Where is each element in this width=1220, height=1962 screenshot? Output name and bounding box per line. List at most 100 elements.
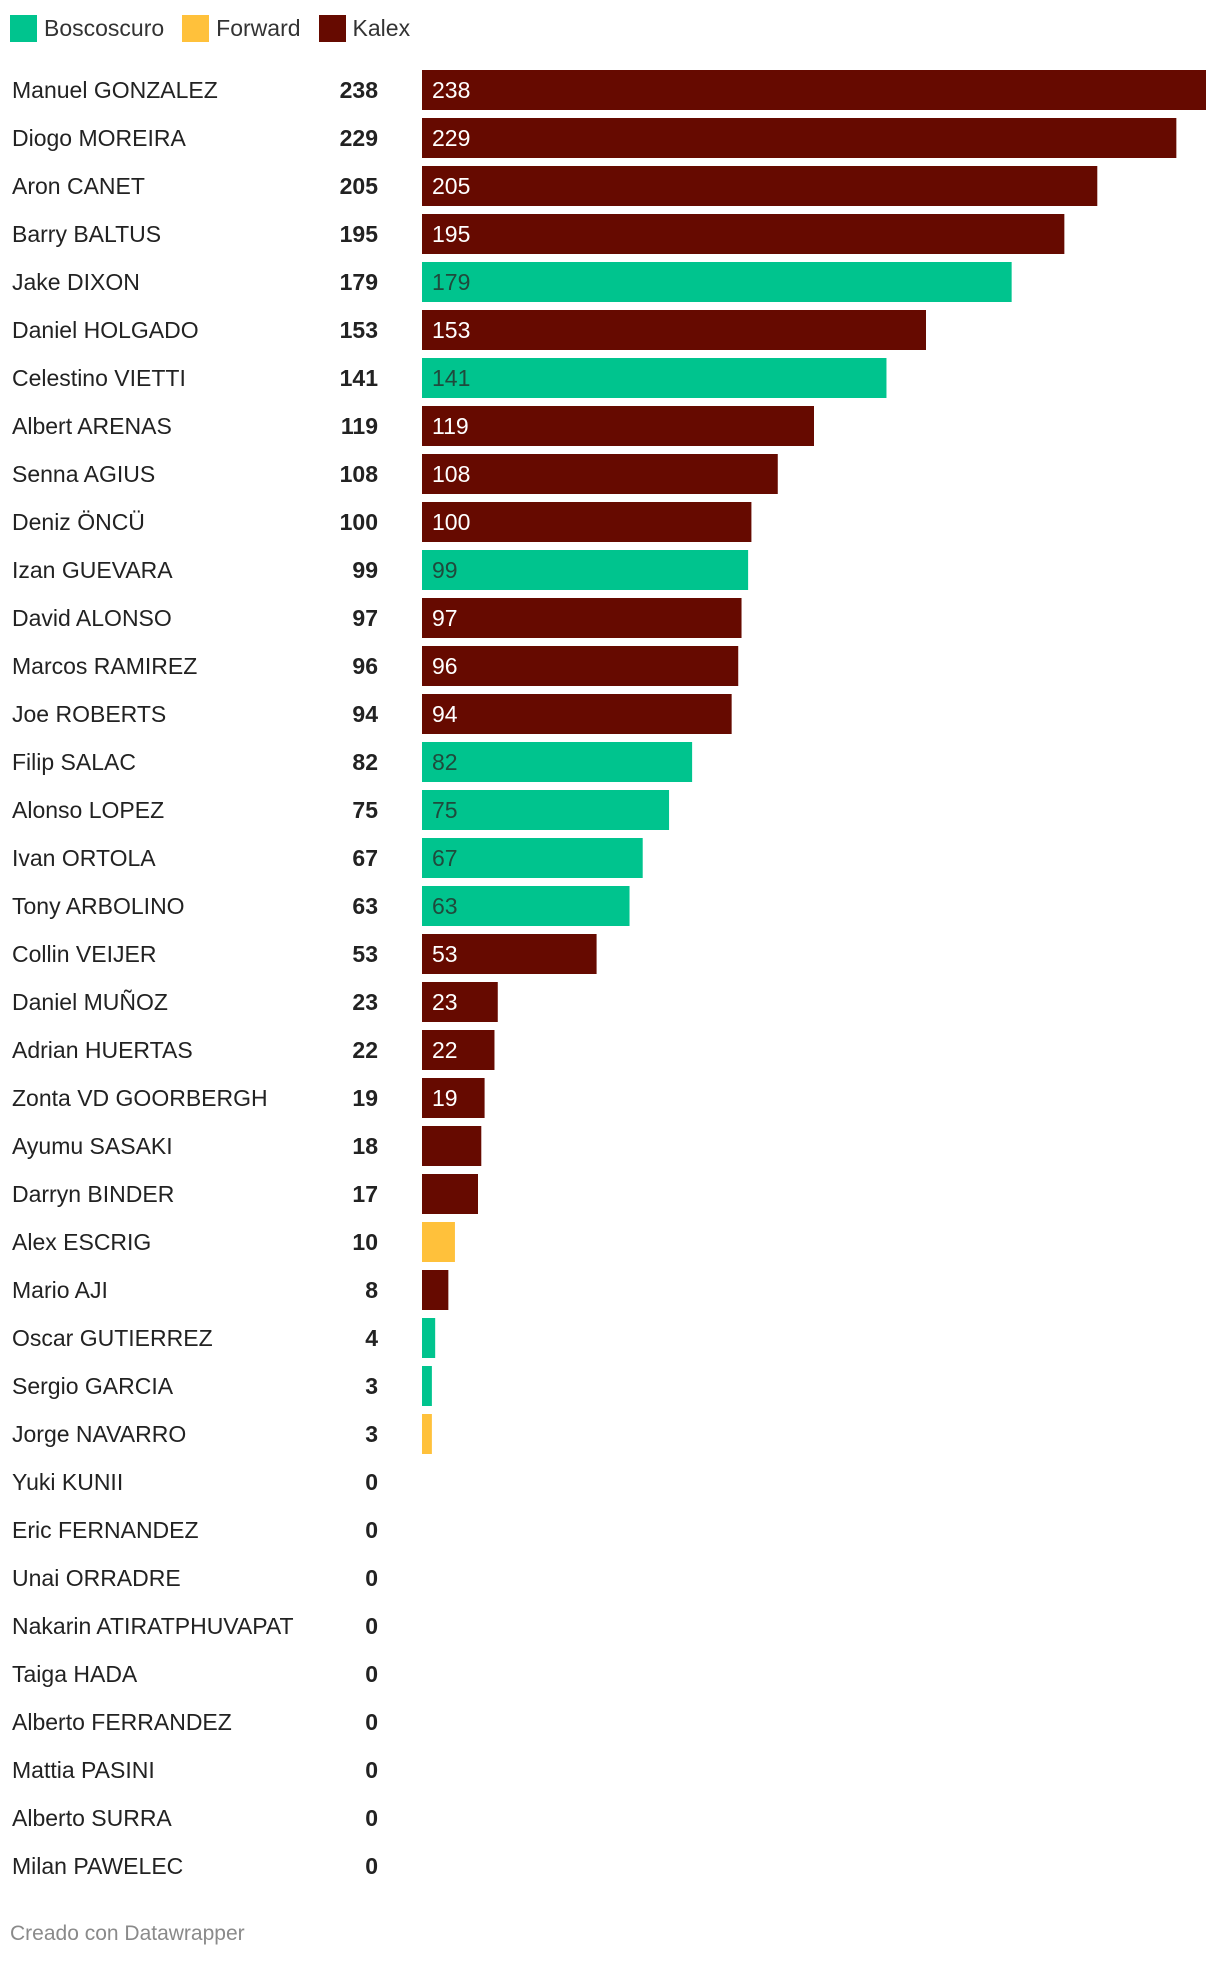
chart-row: Joe ROBERTS 94 94 xyxy=(12,694,732,734)
bar xyxy=(422,1126,482,1166)
points-value: 8 xyxy=(365,1277,378,1303)
bar xyxy=(422,1222,455,1262)
bar-value-label: 97 xyxy=(432,605,458,631)
bar xyxy=(422,214,1065,254)
rider-name: Darryn BINDER xyxy=(12,1181,174,1207)
bar-value-label: 82 xyxy=(432,749,458,775)
chart-row: Sergio GARCIA 3 xyxy=(12,1366,432,1406)
chart-row: Unai ORRADRE 0 xyxy=(12,1565,378,1591)
points-value: 17 xyxy=(352,1181,378,1207)
chart-row: Mario AJI 8 xyxy=(12,1270,449,1310)
rider-name: Tony ARBOLINO xyxy=(12,893,185,919)
points-value: 96 xyxy=(352,653,378,679)
bar-value-label: 23 xyxy=(432,989,458,1015)
bar xyxy=(422,310,926,350)
points-value: 97 xyxy=(352,605,378,631)
bar xyxy=(422,982,498,1022)
bar xyxy=(422,70,1206,110)
rider-name: Daniel MUÑOZ xyxy=(12,989,168,1015)
rider-name: Ivan ORTOLA xyxy=(12,845,156,871)
bar xyxy=(422,742,693,782)
chart-row: Deniz ÖNCÜ 100 100 xyxy=(12,502,752,542)
chart-row: Izan GUEVARA 99 99 xyxy=(12,550,749,590)
bar-value-label: 96 xyxy=(432,653,458,679)
chart-row: Milan PAWELEC 0 xyxy=(12,1853,378,1879)
rider-name: Diogo MOREIRA xyxy=(12,125,186,151)
bar xyxy=(422,886,630,926)
points-value: 18 xyxy=(352,1133,378,1159)
chart-row: Daniel MUÑOZ 23 23 xyxy=(12,982,498,1022)
points-value: 99 xyxy=(352,557,378,583)
rider-name: Nakarin ATIRATPHUVAPAT xyxy=(12,1613,294,1639)
chart-row: Adrian HUERTAS 22 22 xyxy=(12,1030,495,1070)
points-value: 63 xyxy=(352,893,378,919)
chart-row: Albert ARENAS 119 119 xyxy=(12,406,814,446)
chart-row: Alonso LOPEZ 75 75 xyxy=(12,790,670,830)
chart-row: Taiga HADA 0 xyxy=(12,1661,378,1687)
bar xyxy=(422,454,778,494)
bar-value-label: 153 xyxy=(432,317,470,343)
bar xyxy=(422,1318,436,1358)
bar xyxy=(422,646,739,686)
points-value: 108 xyxy=(340,461,379,487)
legend-label: Boscoscuro xyxy=(44,14,165,41)
bar xyxy=(422,406,814,446)
legend-item: Boscoscuro xyxy=(10,14,165,42)
chart-row: Diogo MOREIRA 229 229 xyxy=(12,118,1177,158)
bar-value-label: 94 xyxy=(432,701,458,727)
bar-value-label: 141 xyxy=(432,365,470,391)
points-value: 0 xyxy=(365,1517,378,1543)
points-value: 82 xyxy=(352,749,378,775)
rider-name: Adrian HUERTAS xyxy=(12,1037,193,1063)
bar-value-label: 19 xyxy=(432,1085,458,1111)
rider-name: Yuki KUNII xyxy=(12,1469,123,1495)
bar-value-label: 63 xyxy=(432,893,458,919)
rider-name: David ALONSO xyxy=(12,605,172,631)
points-value: 229 xyxy=(340,125,378,151)
chart-row: Zonta VD GOORBERGH 19 19 xyxy=(12,1078,485,1118)
chart-row: Eric FERNANDEZ 0 xyxy=(12,1517,378,1543)
bar-value-label: 75 xyxy=(432,797,458,823)
rider-name: Oscar GUTIERREZ xyxy=(12,1325,213,1351)
chart-row: David ALONSO 97 97 xyxy=(12,598,742,638)
chart-row: Alberto FERRANDEZ 0 xyxy=(12,1709,378,1735)
bar-chart: Manuel GONZALEZ 238 238 Diogo MOREIRA 229 229… xyxy=(12,70,1206,1879)
bar xyxy=(422,118,1177,158)
bar xyxy=(422,694,732,734)
points-value: 179 xyxy=(340,269,378,295)
rider-name: Mario AJI xyxy=(12,1277,108,1303)
footer-credit: Creado con Datawrapper xyxy=(10,1922,245,1945)
rider-name: Jorge NAVARRO xyxy=(12,1421,186,1447)
chart-row: Ivan ORTOLA 67 67 xyxy=(12,838,643,878)
points-value: 0 xyxy=(365,1469,378,1495)
legend: Boscoscuro Forward Kalex xyxy=(10,12,428,44)
bar xyxy=(422,1366,432,1406)
rider-name: Albert ARENAS xyxy=(12,413,172,439)
points-value: 22 xyxy=(352,1037,378,1063)
rider-name: Collin VEIJER xyxy=(12,941,156,967)
bar xyxy=(422,1030,495,1070)
bar-value-label: 99 xyxy=(432,557,458,583)
chart-row: Oscar GUTIERREZ 4 xyxy=(12,1318,436,1358)
rider-name: Barry BALTUS xyxy=(12,221,161,247)
bar xyxy=(422,1174,478,1214)
bar xyxy=(422,358,887,398)
bar xyxy=(422,934,597,974)
points-value: 0 xyxy=(365,1709,378,1735)
chart-row: Ayumu SASAKI 18 xyxy=(12,1126,482,1166)
chart-row: Barry BALTUS 195 195 xyxy=(12,214,1065,254)
chart-row: Senna AGIUS 108 108 xyxy=(12,454,778,494)
legend-item: Kalex xyxy=(318,14,410,42)
rider-name: Filip SALAC xyxy=(12,749,136,775)
rider-name: Eric FERNANDEZ xyxy=(12,1517,199,1543)
bar-value-label: 229 xyxy=(432,125,470,151)
points-value: 0 xyxy=(365,1757,378,1783)
chart-row: Marcos RAMIREZ 96 96 xyxy=(12,646,739,686)
bar-value-label: 100 xyxy=(432,509,470,535)
points-value: 23 xyxy=(352,989,378,1015)
rider-name: Manuel GONZALEZ xyxy=(12,77,218,103)
points-value: 0 xyxy=(365,1613,378,1639)
points-value: 0 xyxy=(365,1805,378,1831)
legend-swatch xyxy=(182,14,210,42)
